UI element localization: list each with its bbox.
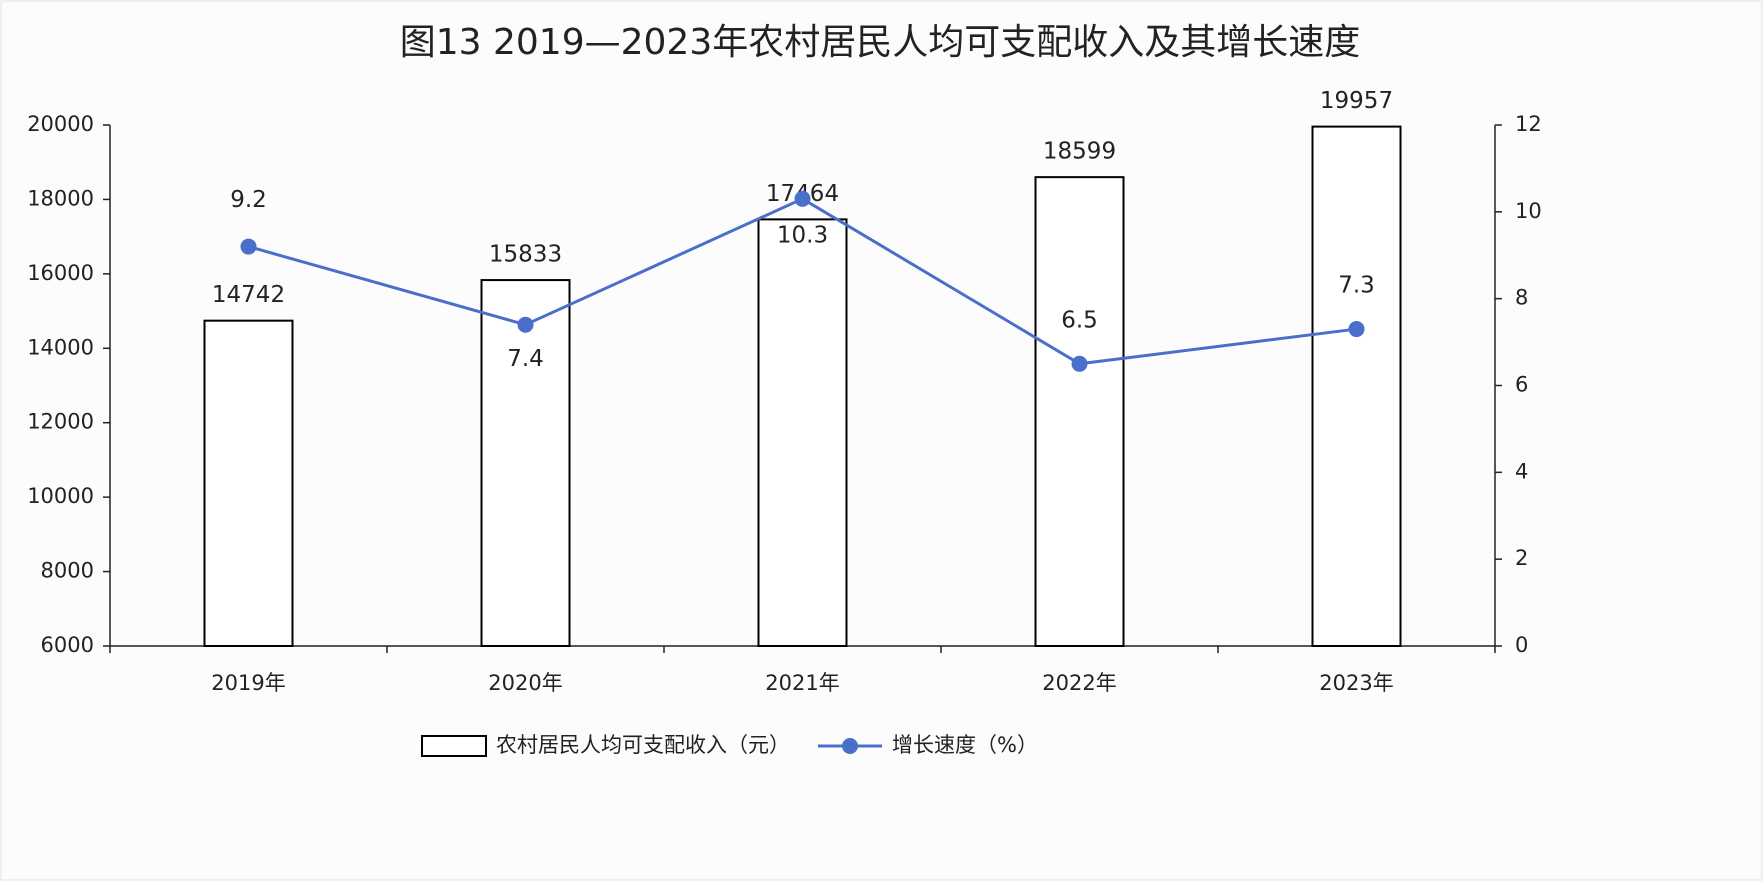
line-value-label: 9.2 (230, 187, 267, 213)
x-tick-label: 2019年 (211, 671, 285, 695)
line-value-label: 10.3 (777, 222, 828, 248)
y-tick-label: 14000 (27, 335, 94, 359)
line-marker (1348, 321, 1365, 338)
line-marker (517, 316, 534, 333)
bar (1311, 125, 1402, 647)
bar-value-label: 14742 (212, 282, 285, 308)
x-tick-label: 2022年 (1042, 671, 1116, 695)
legend-label: 增长速度（%） (892, 733, 1038, 757)
y-tick-label: 12000 (27, 410, 94, 434)
y2-tick-label: 6 (1515, 373, 1528, 397)
y-tick-label: 6000 (41, 633, 94, 657)
bar (757, 218, 848, 647)
bar-value-label: 19957 (1320, 88, 1393, 114)
chart-title: 图13 2019—2023年农村居民人均可支配收入及其增长速度 (400, 22, 1361, 63)
x-tick-label: 2023年 (1319, 671, 1393, 695)
line-marker (1071, 355, 1088, 372)
x-tick-label: 2020年 (488, 671, 562, 695)
y2-tick-label: 2 (1515, 546, 1528, 570)
y-tick-label: 16000 (27, 261, 94, 285)
bar-value-label: 15833 (489, 242, 562, 268)
line-value-label: 6.5 (1061, 307, 1098, 333)
line-value-label: 7.4 (507, 346, 544, 372)
line-marker (240, 238, 257, 255)
line-marker (794, 190, 811, 207)
legend-label: 农村居民人均可支配收入（元） (496, 733, 790, 757)
bar (203, 319, 294, 647)
bar (1034, 176, 1125, 647)
line-value-label: 7.3 (1338, 273, 1375, 299)
y2-tick-label: 10 (1515, 199, 1542, 223)
bar-value-label: 18599 (1043, 139, 1116, 165)
legend-marker (842, 738, 858, 754)
legend-swatch (421, 735, 487, 757)
y-tick-label: 20000 (27, 112, 94, 136)
y2-tick-label: 8 (1515, 286, 1528, 310)
y2-tick-label: 12 (1515, 112, 1542, 136)
y2-tick-label: 4 (1515, 459, 1528, 483)
x-tick-label: 2021年 (765, 671, 839, 695)
y-tick-label: 18000 (27, 186, 94, 210)
y2-tick-label: 0 (1515, 633, 1528, 657)
y-tick-label: 10000 (27, 484, 94, 508)
y-tick-label: 8000 (41, 559, 94, 583)
bar (480, 279, 571, 647)
